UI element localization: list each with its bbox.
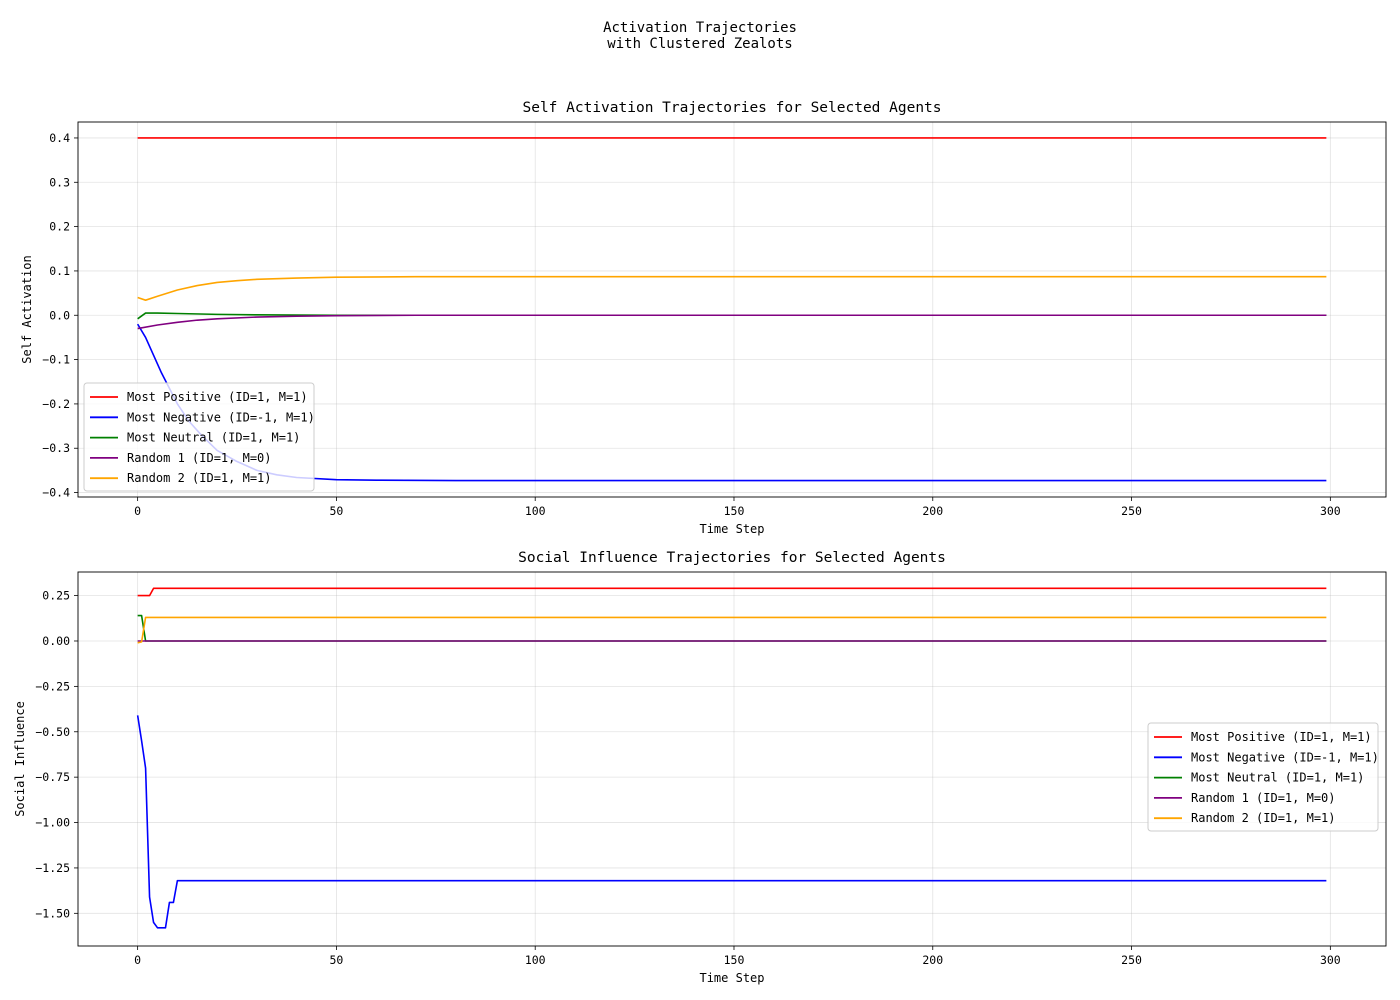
legend-box: [1147, 722, 1379, 832]
x-tick-label: 100: [525, 504, 546, 518]
series-line-5: [137, 275, 1327, 301]
legend: Most Positive (ID=1, M=1) Most Negative (…: [1147, 722, 1379, 832]
y-tick-label: −0.4: [42, 486, 70, 500]
y-axis-label: Self Activation: [20, 255, 34, 363]
panel-title: Self Activation Trajectories for Selecte…: [522, 100, 941, 116]
axes-frame: [77, 571, 1387, 947]
legend-entry-5: Random 2 (ID=1, M=1): [1191, 811, 1336, 825]
figure-title-line1: Activation Trajectories: [603, 20, 797, 36]
x-tick-label: 250: [1121, 504, 1142, 518]
legend-entry-4: Random 1 (ID=1, M=0): [127, 451, 272, 465]
y-tick-label: −0.1: [42, 353, 70, 367]
legend-entry-4: Random 1 (ID=1, M=0): [1191, 791, 1336, 805]
x-tick-label: 200: [922, 504, 943, 518]
series-line-2: [136, 715, 1327, 929]
series-line-3: [137, 614, 1327, 642]
y-tick-label: −0.75: [35, 770, 70, 784]
y-tick-label: 0.0: [49, 308, 70, 322]
x-tick-label: 300: [1320, 504, 1341, 518]
x-tick-label: 100: [525, 953, 546, 967]
legend-entry-1: Most Positive (ID=1, M=1): [127, 390, 308, 404]
x-tick-label: 250: [1121, 953, 1142, 967]
x-tick-label: 200: [922, 953, 943, 967]
y-tick-label: 0.3: [49, 175, 70, 189]
axes-frame: [77, 121, 1387, 498]
y-tick-label: −0.2: [42, 397, 70, 411]
x-tick-label: 0: [134, 504, 141, 518]
series-line-5: [137, 616, 1327, 644]
legend-entry-3: Most Neutral (ID=1, M=1): [127, 431, 300, 445]
legend-box: [83, 382, 315, 492]
legend-entry-3: Most Neutral (ID=1, M=1): [1191, 771, 1364, 785]
legend-entry-1: Most Positive (ID=1, M=1): [1191, 730, 1372, 744]
y-tick-label: −1.50: [35, 906, 70, 920]
series-line-2: [136, 323, 1327, 482]
legend-entry-2: Most Negative (ID=-1, M=1): [127, 410, 315, 424]
legend-entry-2: Most Negative (ID=-1, M=1): [1191, 750, 1379, 764]
panel-title: Social Influence Trajectories for Select…: [518, 550, 946, 566]
x-tick-label: 0: [134, 953, 141, 967]
x-tick-label: 300: [1320, 953, 1341, 967]
y-tick-label: 0.2: [49, 220, 70, 234]
x-tick-label: 150: [724, 504, 745, 518]
self-activation-panel: 0 50 100 150 200 250 300 −0.4 −0.3 −0.2 −0.1 0.0 0.1…: [20, 100, 1387, 536]
y-tick-label: 0.1: [49, 264, 70, 278]
figure-title-line2: with Clustered Zealots: [607, 36, 792, 52]
x-tick-label: 50: [329, 504, 343, 518]
x-axis-label: Time Step: [699, 971, 764, 985]
y-tick-label: −0.3: [42, 441, 70, 455]
social-influence-panel: 0 50 100 150 200 250 300 −1.50 −1.25 −1.00 −0.75 −0…: [13, 550, 1387, 985]
y-tick-label: −0.25: [35, 679, 70, 693]
x-tick-label: 150: [724, 953, 745, 967]
y-tick-label: 0.4: [49, 131, 70, 145]
series-line-1: [137, 587, 1327, 597]
legend: Most Positive (ID=1, M=1) Most Negative (…: [83, 382, 315, 492]
y-tick-label: 0.00: [42, 634, 70, 648]
y-tick-label: 0.25: [42, 589, 70, 603]
x-tick-label: 50: [329, 953, 343, 967]
x-axis-label: Time Step: [699, 522, 764, 536]
y-tick-label: −1.00: [35, 816, 70, 830]
y-axis-label: Social Influence: [13, 701, 27, 817]
series-line-4: [137, 314, 1327, 330]
legend-entry-5: Random 2 (ID=1, M=1): [127, 471, 272, 485]
y-tick-label: −0.50: [35, 725, 70, 739]
y-tick-label: −1.25: [35, 861, 70, 875]
